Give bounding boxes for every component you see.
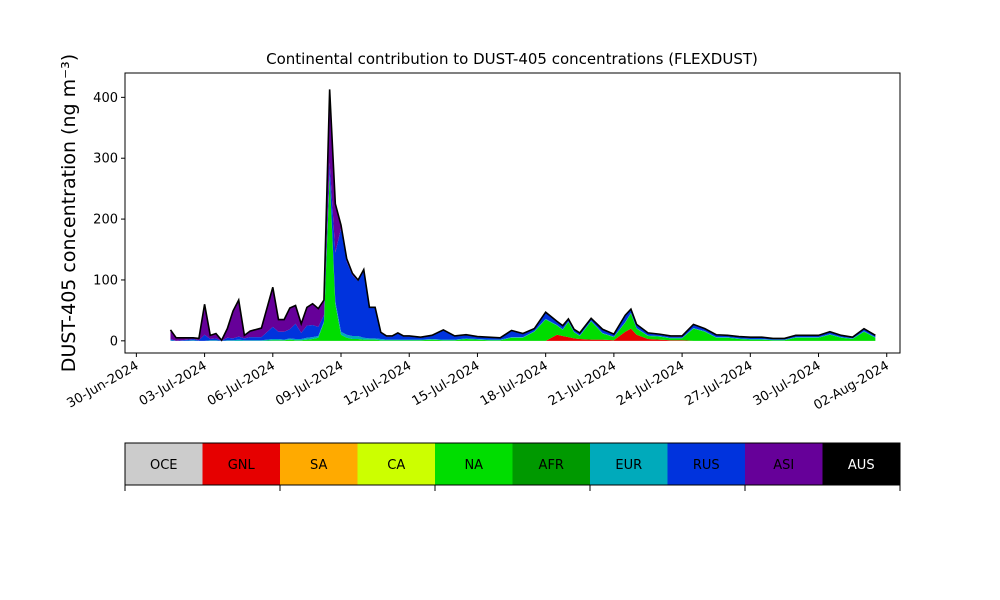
colorbar-swatch-aus xyxy=(822,443,901,485)
colorbar-label: GNL xyxy=(228,458,256,473)
x-axis: 30-Jun-202403-Jul-202406-Jul-202409-Jul-… xyxy=(65,353,892,414)
colorbar-swatch-eur xyxy=(590,443,668,485)
colorbar-swatch-rus xyxy=(667,443,746,485)
colorbar-label: ASI xyxy=(773,458,794,473)
y-axis: 0 100 200 300 400 xyxy=(93,91,125,349)
x-tick-label: 18-Jul-2024 xyxy=(478,358,551,409)
plot-frame xyxy=(124,72,901,354)
x-tick-label: 12-Jul-2024 xyxy=(341,358,414,409)
colorbar-swatch-oce xyxy=(125,443,203,485)
colorbar-swatch-ca xyxy=(357,443,436,485)
x-tick-label: 24-Jul-2024 xyxy=(614,358,687,409)
y-tick-label: 400 xyxy=(93,91,118,106)
colorbar-swatch-sa xyxy=(280,443,358,485)
colorbar-swatch-afr xyxy=(512,443,591,485)
x-tick-label: 06-Jul-2024 xyxy=(205,358,278,409)
colorbar-label: RUS xyxy=(693,458,720,473)
colorbar-label: AUS xyxy=(848,458,875,473)
colorbar-swatch-gnl xyxy=(202,443,281,485)
colorbar-label: EUR xyxy=(615,458,642,473)
y-tick-label: 300 xyxy=(93,152,118,167)
x-tick-label: 02-Aug-2024 xyxy=(811,358,891,413)
total-line xyxy=(169,89,876,342)
colorbar-frame xyxy=(124,442,901,486)
colorbar-label: OCE xyxy=(150,458,178,473)
x-tick-label: 03-Jul-2024 xyxy=(137,358,210,409)
x-tick-label: 15-Jul-2024 xyxy=(410,358,483,409)
colorbar-label: AFR xyxy=(539,458,564,473)
colorbar: OCE GNL SA CA NA AFR EUR RUS ASI AUS xyxy=(124,442,901,491)
y-axis-label: DUST-405 concentration (ng m⁻³) xyxy=(58,54,80,372)
x-tick-label: 27-Jul-2024 xyxy=(682,358,755,409)
area-rus xyxy=(170,162,876,341)
colorbar-swatch-asi xyxy=(745,443,823,485)
colorbar-label: SA xyxy=(310,458,327,473)
colorbar-label: NA xyxy=(464,458,483,473)
y-tick-label: 0 xyxy=(110,334,118,349)
y-tick-label: 200 xyxy=(93,213,118,228)
total-line-layer xyxy=(169,89,876,342)
x-tick-label: 09-Jul-2024 xyxy=(273,358,346,409)
colorbar-label: CA xyxy=(387,458,405,473)
y-tick-label: 100 xyxy=(93,273,118,288)
chart-title: Continental contribution to DUST-405 con… xyxy=(266,50,758,68)
colorbar-swatch-na xyxy=(435,443,513,485)
x-tick-label: 21-Jul-2024 xyxy=(546,358,619,409)
